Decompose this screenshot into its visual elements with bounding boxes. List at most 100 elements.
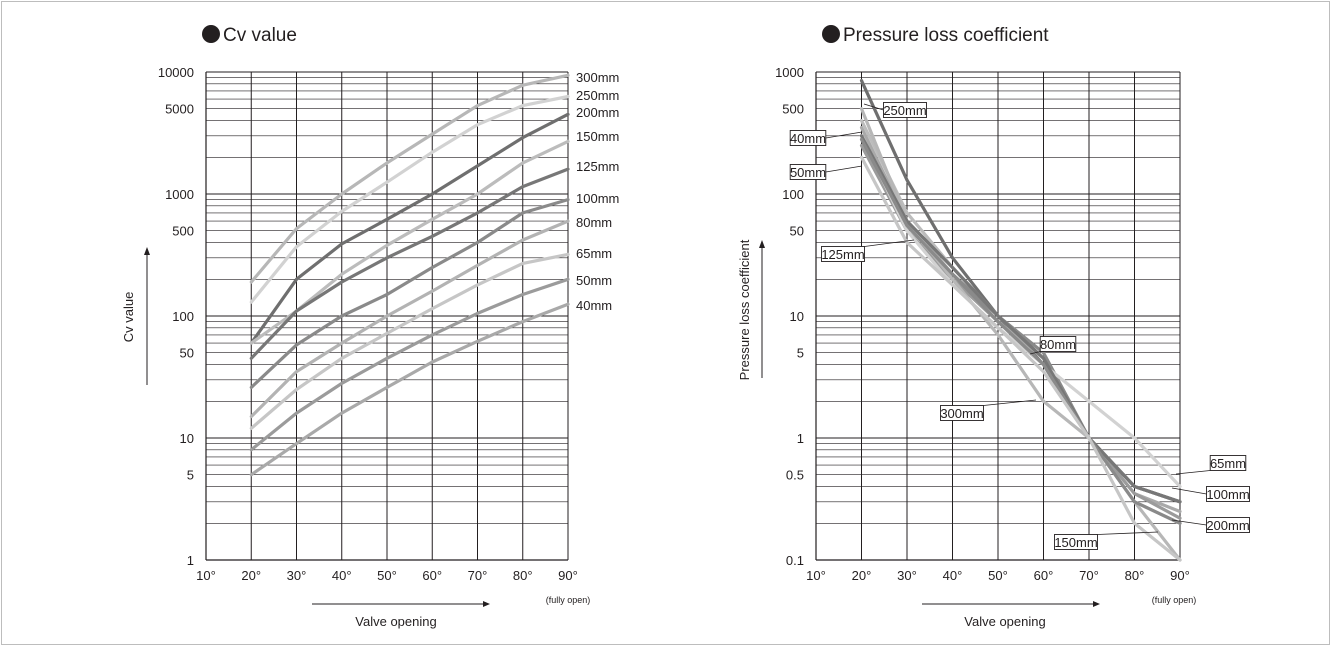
cv-x-tick-label: 80° — [513, 568, 533, 583]
pl-callout-leader-150mm — [1097, 531, 1159, 535]
pl-x-tick-label: 70° — [1079, 568, 1099, 583]
cv-y-axis-label: Cv value — [121, 292, 136, 343]
pl-callout-leader-50mm — [825, 165, 863, 173]
cv-series-label-100mm: 100mm — [576, 191, 619, 206]
cv-y-tick-label: 5000 — [165, 102, 194, 117]
pl-callout-label-125mm: 125mm — [821, 247, 864, 262]
cv-series-line-50mm — [249, 277, 570, 452]
pl-y-tick-label: 10 — [790, 309, 804, 324]
pl-x-tick-label: 20° — [852, 568, 872, 583]
pl-callout-label-200mm: 200mm — [1206, 518, 1249, 533]
cv-x-tick-labels: 10° 20° 30° 40° 50° 60° 70° 80° 90° — [196, 568, 578, 583]
pl-y-tick-label: 50 — [790, 224, 804, 239]
pl-chart-title: Pressure loss coefficient — [843, 25, 1049, 46]
cv-y-tick-labels: 1 5 10 50 100 500 1000 5000 10000 — [158, 65, 194, 568]
pl-fully-open-note: (fully open) — [1152, 595, 1197, 605]
cv-y-tick-label: 10 — [180, 431, 194, 446]
pl-x-tick-label: 10° — [806, 568, 826, 583]
pl-series-lines — [859, 78, 1182, 562]
pl-callout-leader-40mm — [825, 131, 863, 139]
pl-y-axis-label: Pressure loss coefficient — [737, 239, 752, 380]
pl-y-tick-label: 5 — [797, 346, 804, 361]
pl-callout-label-250mm: 250mm — [883, 103, 926, 118]
cv-series-label-125mm: 125mm — [576, 159, 619, 174]
cv-y-tick-label: 50 — [180, 346, 194, 361]
cv-x-axis-label: Valve opening — [355, 614, 436, 629]
cv-series-line-65mm — [249, 252, 570, 430]
pl-callout-box-150mm — [1054, 534, 1098, 550]
cv-x-tick-label: 40° — [332, 568, 352, 583]
pl-callout-label-65mm: 65mm — [1210, 456, 1246, 471]
pl-callout-box-250mm — [883, 102, 927, 118]
pl-callout-leader-65mm — [1175, 470, 1211, 475]
pl-callout-leader-200mm — [1171, 519, 1207, 526]
cv-series-label-50mm: 50mm — [576, 273, 612, 288]
cv-x-tick-label: 10° — [196, 568, 216, 583]
pl-series-line-250mm — [859, 78, 1182, 504]
cv-y-tick-label: 1000 — [165, 187, 194, 202]
cv-chart-title: Cv value — [223, 25, 297, 46]
pl-title-bullet — [822, 25, 840, 43]
pl-callout-leader-125mm — [864, 239, 915, 247]
pl-x-axis-label: Valve opening — [964, 614, 1045, 629]
pl-x-tick-label: 50° — [988, 568, 1008, 583]
cv-series-line-80mm — [249, 219, 570, 419]
pl-x-tick-label: 30° — [897, 568, 917, 583]
cv-series-label-250mm: 250mm — [576, 88, 619, 103]
cv-chart: Cv value 1 5 10 50 100 500 1000 5000 10000 10° 20… — [121, 25, 619, 629]
pl-callout-label-150mm: 150mm — [1054, 535, 1097, 550]
cv-series-line-125mm — [249, 167, 570, 360]
cv-series-label-300mm: 300mm — [576, 70, 619, 85]
pl-callout-box-300mm — [940, 405, 984, 421]
pressure-loss-chart: Pressure loss coefficient 0.1 0.5 1 5 10 50 10… — [737, 25, 1250, 629]
cv-series-line-250mm — [249, 94, 570, 304]
cv-x-arrow-head — [483, 601, 490, 607]
pl-x-tick-label: 90° — [1170, 568, 1190, 583]
pl-callout-leader-300mm — [983, 399, 1037, 406]
pl-y-tick-label: 1 — [797, 431, 804, 446]
pl-series-line-150mm — [859, 155, 1182, 562]
pl-series-line-100mm — [859, 134, 1182, 504]
cv-series-line-40mm — [249, 302, 570, 477]
cv-series-label-150mm: 150mm — [576, 129, 619, 144]
pl-x-tick-labels: 10° 20° 30° 40° 50° 60° 70° 80° 90° — [806, 568, 1190, 583]
cv-y-tick-label: 100 — [172, 309, 194, 324]
cv-x-tick-label: 50° — [377, 568, 397, 583]
pl-callout-label-100mm: 100mm — [1206, 487, 1249, 502]
cv-series-labels: 300mm 250mm 200mm 150mm 125mm 100mm 80mm 65mm 50… — [576, 70, 619, 313]
cv-series-label-80mm: 80mm — [576, 215, 612, 230]
pl-callout-label-50mm: 50mm — [790, 165, 826, 180]
cv-series-label-65mm: 65mm — [576, 246, 612, 261]
cv-title-bullet — [202, 25, 220, 43]
pl-y-tick-label: 0.1 — [786, 553, 804, 568]
pl-callout-box-125mm — [821, 246, 865, 262]
cv-series-lines — [249, 73, 570, 477]
pl-callout-box-40mm — [789, 130, 827, 146]
pl-callout-leader-80mm — [1029, 351, 1041, 355]
pl-y-tick-label: 500 — [782, 102, 804, 117]
pl-x-tick-label: 60° — [1034, 568, 1054, 583]
pl-callout-box-200mm — [1206, 517, 1250, 533]
pl-series-callouts: 250mm 40mm 50mm 125mm 80mm 300mm 65mm 100mm 200m… — [789, 102, 1250, 550]
pl-x-tick-label: 80° — [1125, 568, 1145, 583]
pl-callout-box-80mm — [1039, 336, 1077, 352]
pl-y-tick-label: 0.5 — [786, 468, 804, 483]
pl-callout-leader-250mm — [863, 103, 884, 111]
cv-series-line-100mm — [249, 198, 570, 389]
pl-series-line-65mm — [859, 134, 1182, 489]
pl-callout-box-65mm — [1209, 455, 1247, 471]
cv-y-tick-label: 500 — [172, 224, 194, 239]
pl-callout-label-40mm: 40mm — [790, 131, 826, 146]
pl-x-arrow-head — [1093, 601, 1100, 607]
cv-y-tick-label: 5 — [187, 468, 194, 483]
pl-callout-box-100mm — [1206, 486, 1250, 502]
pl-x-tick-label: 40° — [943, 568, 963, 583]
pl-y-tick-labels: 0.1 0.5 1 5 10 50 100 500 1000 — [775, 65, 804, 568]
pl-callout-leader-100mm — [1171, 487, 1207, 495]
cv-x-tick-label: 60° — [422, 568, 442, 583]
cv-gridlines — [205, 71, 569, 561]
cv-fully-open-note: (fully open) — [546, 595, 591, 605]
cv-series-label-200mm: 200mm — [576, 105, 619, 120]
cv-series-line-300mm — [249, 73, 570, 284]
